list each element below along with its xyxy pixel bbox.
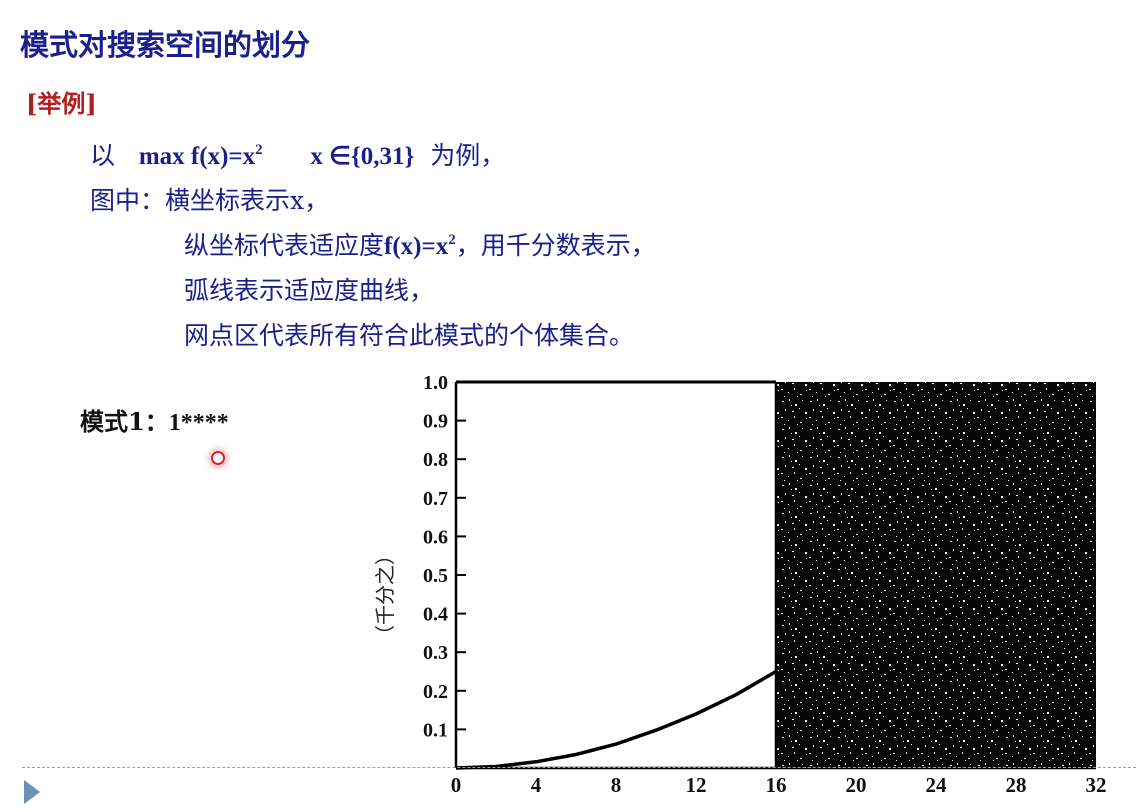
y-tick-label: 1.0: [423, 372, 448, 394]
x-tick-label: 12: [686, 773, 707, 797]
slide-title: 模式对搜索空间的划分: [20, 28, 311, 62]
y-axis-label: （千分之）: [374, 545, 397, 645]
statement-prefix: 以: [90, 141, 116, 170]
fitness-chart: 0.1 0.2 0.3 0.4 0.5 0.6 0.7 0.8 0.9 1.0 0 4 8 12 16 20 2…: [374, 372, 1107, 797]
mouse-pointer-indicator: [211, 451, 225, 465]
curve-description: 弧线表示适应度曲线，: [184, 276, 435, 305]
y-tick-label: 0.6: [423, 526, 448, 548]
statement-expr: max f(x)=x2: [138, 142, 263, 170]
y-tick-label: 0.3: [423, 642, 448, 664]
y-tick-label: 0.2: [423, 681, 448, 703]
slide-divider: [22, 767, 1136, 768]
x-tick-label: 4: [531, 773, 542, 797]
shaded-region: [776, 382, 1096, 768]
dotted-region-description: 网点区代表所有符合此模式的个体集合。: [184, 321, 635, 350]
y-axis-description: 纵坐标代表适应度f(x)=x2，用千分数表示，: [184, 231, 656, 260]
x-tick-label: 0: [451, 773, 462, 797]
y-tick-label: 0.7: [423, 488, 448, 510]
y-tick-label: 0.5: [423, 565, 448, 587]
pattern-value: 1****: [168, 410, 229, 436]
y-tick-label: 0.9: [423, 411, 448, 433]
y-tick-label: 0.1: [423, 719, 448, 741]
example-tag: [举例]: [26, 89, 97, 118]
pattern-label: 模式1：1****: [80, 407, 229, 436]
y-tick-label: 0.8: [423, 449, 448, 471]
x-tick-label: 20: [846, 773, 867, 797]
fitness-curve: [455, 669, 777, 770]
x-tick-label: 24: [926, 773, 948, 797]
y-tick-label: 0.4: [423, 604, 448, 626]
x-tick-label: 8: [611, 773, 622, 797]
problem-statement: 以 max f(x)=x2 x ∈{0,31} 为例，: [90, 136, 505, 172]
x-tick-label: 16: [766, 773, 787, 797]
statement-suffix: 为例，: [430, 141, 506, 170]
statement-domain: x ∈{0,31}: [310, 143, 415, 170]
x-tick-label: 28: [1006, 773, 1027, 797]
x-axis-description: 图中：横坐标表示x，: [90, 186, 330, 215]
play-triangle-icon[interactable]: [24, 780, 40, 804]
x-tick-label: 32: [1086, 773, 1107, 797]
